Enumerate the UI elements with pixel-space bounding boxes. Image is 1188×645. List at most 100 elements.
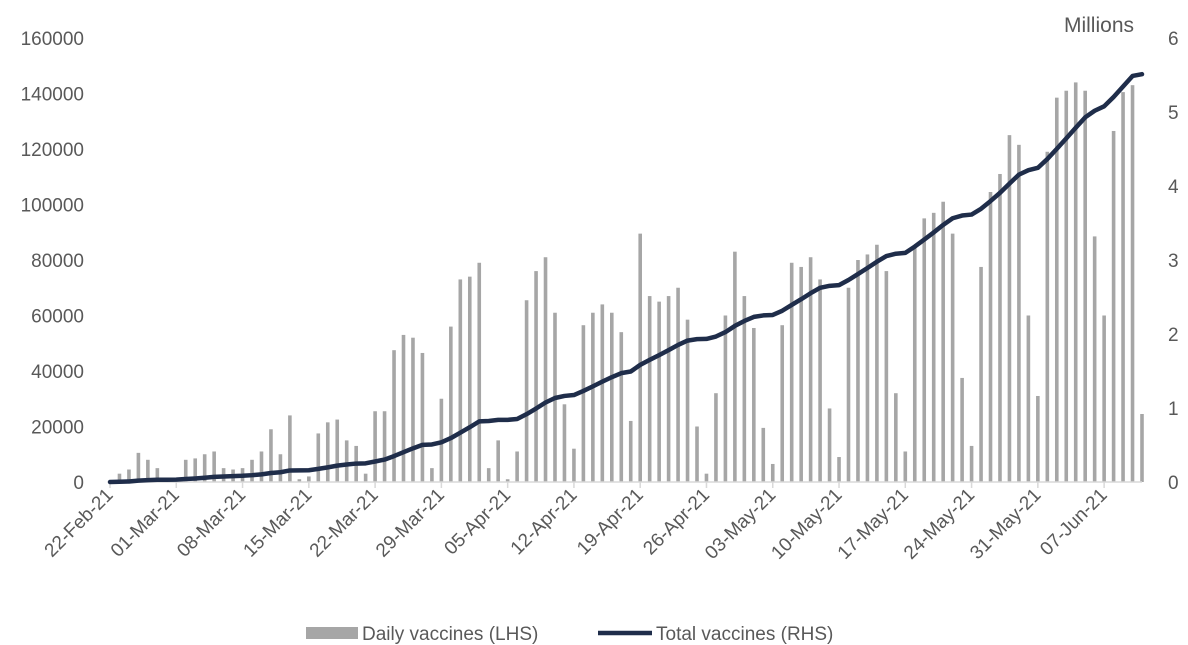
y-tick-label-5: 100000 bbox=[21, 196, 84, 217]
daily-bar-105 bbox=[1102, 315, 1106, 482]
daily-bar-103 bbox=[1083, 90, 1087, 482]
daily-bar-104 bbox=[1092, 236, 1097, 482]
y2-tick-label-4: 4 bbox=[1168, 177, 1179, 198]
x-tick-label-4: 22-Mar-21 bbox=[306, 485, 383, 562]
daily-bar-40 bbox=[486, 468, 491, 483]
daily-bar-2 bbox=[127, 469, 131, 482]
x-tick-label-5: 29-Mar-21 bbox=[372, 485, 449, 562]
daily-bar-38 bbox=[467, 276, 472, 482]
daily-bar-3 bbox=[136, 452, 141, 482]
daily-bar-69 bbox=[761, 427, 766, 482]
daily-bar-51 bbox=[591, 312, 595, 482]
daily-bar-11 bbox=[212, 451, 216, 482]
daily-bar-15 bbox=[250, 459, 254, 482]
daily-bar-82 bbox=[884, 271, 889, 482]
daily-bar-86 bbox=[922, 218, 927, 483]
legend-label-daily: Daily vaccines (LHS) bbox=[362, 624, 538, 645]
daily-bar-52 bbox=[600, 304, 605, 482]
daily-bar-17 bbox=[269, 429, 273, 482]
daily-bar-54 bbox=[619, 332, 624, 482]
daily-bar-108 bbox=[1130, 85, 1135, 483]
daily-bar-20 bbox=[297, 479, 302, 482]
daily-bar-39 bbox=[477, 262, 482, 482]
daily-bar-96 bbox=[1017, 144, 1021, 482]
daily-bar-90 bbox=[960, 377, 964, 482]
y-tick-label-1: 20000 bbox=[31, 418, 84, 439]
daily-bar-8 bbox=[183, 459, 188, 482]
total-vaccines-line bbox=[107, 71, 1145, 485]
y-tick-label-0: 0 bbox=[73, 473, 84, 494]
daily-bar-98 bbox=[1036, 395, 1040, 482]
daily-bar-83 bbox=[894, 393, 898, 482]
daily-bar-16 bbox=[259, 451, 264, 482]
daily-bar-57 bbox=[647, 296, 652, 482]
x-tick-label-7: 12-Apr-21 bbox=[507, 485, 582, 560]
x-tick-label-10: 03-May-21 bbox=[701, 485, 780, 564]
x-tick-label-13: 24-May-21 bbox=[900, 485, 979, 564]
daily-bar-67 bbox=[742, 296, 747, 482]
daily-bar-37 bbox=[458, 279, 463, 482]
y2-tick-label-5: 5 bbox=[1168, 103, 1179, 124]
y-axis-left-ticks: 0 20000 40000 60000 80000 100000 120000 140000 1… bbox=[21, 29, 84, 494]
daily-bar-94 bbox=[998, 173, 1002, 483]
daily-bar-30 bbox=[392, 350, 396, 482]
daily-bar-29 bbox=[382, 411, 387, 482]
daily-bar-89 bbox=[950, 233, 955, 482]
y2-axis-label: Millions bbox=[1064, 14, 1134, 37]
daily-bar-107 bbox=[1121, 92, 1125, 483]
daily-bar-81 bbox=[875, 244, 879, 482]
daily-bar-97 bbox=[1026, 315, 1031, 482]
y2-tick-label-2: 2 bbox=[1168, 325, 1179, 346]
x-tick-label-3: 15-Mar-21 bbox=[240, 485, 317, 562]
daily-bar-46 bbox=[543, 257, 548, 482]
daily-bar-5 bbox=[155, 468, 160, 483]
daily-bar-59 bbox=[666, 296, 671, 482]
daily-bar-70 bbox=[770, 463, 775, 482]
daily-bar-87 bbox=[931, 212, 936, 482]
y-tick-label-3: 60000 bbox=[31, 307, 84, 328]
x-tick-label-6: 05-Apr-21 bbox=[441, 485, 516, 560]
x-tick-label-15: 07-Jun-21 bbox=[1036, 485, 1111, 560]
daily-bar-85 bbox=[912, 246, 917, 483]
daily-bar-31 bbox=[401, 334, 406, 482]
x-tick-label-2: 08-Mar-21 bbox=[173, 485, 250, 562]
legend: Daily vaccines (LHS) Total vaccines (RHS… bbox=[306, 624, 833, 645]
daily-bar-68 bbox=[752, 327, 756, 482]
daily-bar-77 bbox=[837, 457, 841, 482]
y2-tick-label-1: 1 bbox=[1168, 399, 1179, 420]
y-tick-label-6: 120000 bbox=[21, 140, 84, 161]
daily-bar-19 bbox=[288, 415, 292, 482]
daily-bar-84 bbox=[903, 451, 908, 482]
legend-swatch-daily bbox=[306, 627, 358, 639]
daily-bar-50 bbox=[581, 325, 586, 482]
y2-tick-label-6: 6 bbox=[1168, 29, 1179, 50]
daily-bar-32 bbox=[411, 337, 415, 482]
daily-bar-109 bbox=[1140, 414, 1144, 482]
daily-bar-93 bbox=[988, 192, 993, 482]
x-tick-label-0: 22-Feb-21 bbox=[41, 485, 118, 562]
daily-bar-99 bbox=[1045, 151, 1050, 482]
daily-bar-106 bbox=[1111, 130, 1116, 482]
daily-bar-48 bbox=[562, 404, 567, 482]
x-axis-ticks: 22-Feb-2101-Mar-2108-Mar-2115-Mar-2122-M… bbox=[41, 482, 1112, 564]
daily-bar-73 bbox=[799, 266, 803, 482]
daily-bar-95 bbox=[1007, 135, 1012, 483]
daily-bar-53 bbox=[610, 312, 614, 482]
daily-bar-65 bbox=[723, 315, 728, 482]
x-tick-label-12: 17-May-21 bbox=[834, 485, 913, 564]
daily-bar-33 bbox=[420, 352, 425, 482]
daily-bar-62 bbox=[695, 426, 699, 482]
y-tick-label-8: 160000 bbox=[21, 29, 84, 50]
daily-bar-21 bbox=[307, 476, 311, 482]
daily-bar-71 bbox=[780, 325, 785, 482]
daily-bar-79 bbox=[856, 260, 860, 482]
daily-bar-102 bbox=[1073, 82, 1078, 483]
y2-tick-label-3: 3 bbox=[1168, 251, 1179, 272]
daily-bar-45 bbox=[534, 271, 538, 482]
daily-bar-9 bbox=[193, 458, 198, 482]
daily-bar-66 bbox=[733, 251, 737, 482]
y-tick-label-4: 80000 bbox=[31, 251, 84, 272]
daily-bar-25 bbox=[344, 440, 349, 483]
